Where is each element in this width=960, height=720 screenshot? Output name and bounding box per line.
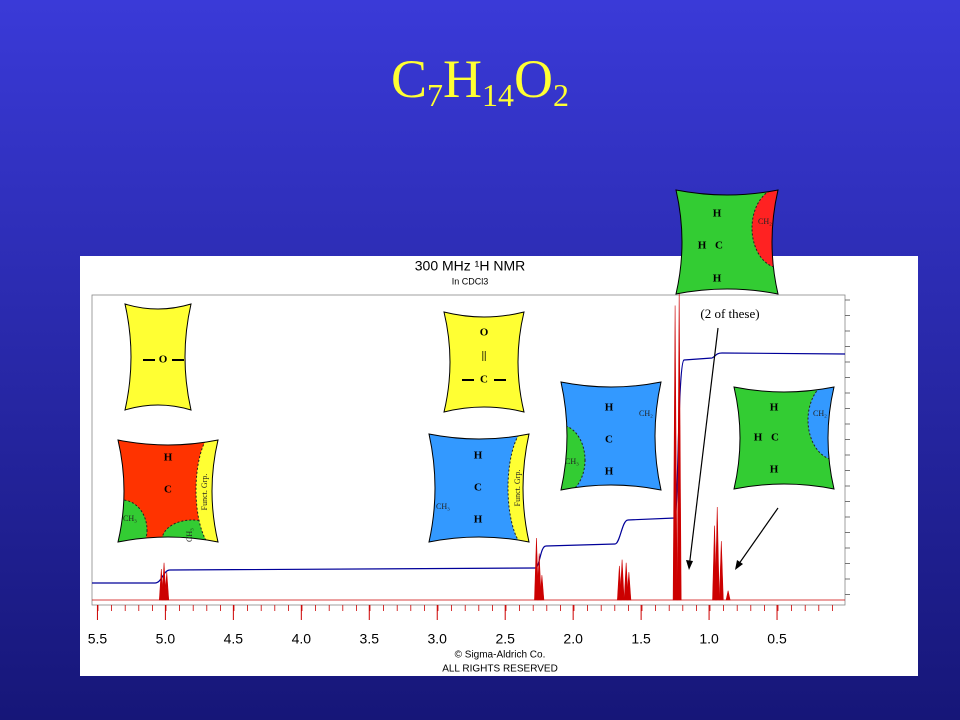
fragment-group	[561, 424, 586, 490]
fragment-3: H C H CH₃ Funct. Grp.	[436, 450, 522, 526]
arrow-head	[735, 560, 743, 570]
integral-curve	[92, 352, 846, 584]
x-tick-label: 3.5	[360, 631, 380, 647]
peak	[719, 541, 724, 601]
solvent: In CDCl3	[452, 276, 489, 286]
peak	[626, 572, 632, 601]
x-tick-label: 5.5	[88, 631, 108, 647]
arrow	[735, 507, 779, 569]
x-tick-label: 1.5	[631, 631, 651, 647]
fragment-4: H C H CH₂ CH₃	[565, 402, 653, 478]
fragment-2: H C CH₃ Funct. Grp. CH₃	[123, 452, 209, 542]
atom: O	[480, 327, 489, 339]
x-tick-label: 4.5	[224, 631, 244, 647]
fragment-shape	[117, 439, 219, 543]
atom: H	[698, 240, 707, 252]
fragment-outline	[117, 439, 219, 543]
group: CH₂	[639, 409, 653, 418]
atom: H	[474, 514, 483, 526]
atom: H	[754, 432, 763, 444]
group: Funct. Grp.	[513, 470, 522, 507]
arrow-head	[686, 560, 693, 570]
fragment-outline	[733, 386, 835, 490]
fragment-outline	[560, 381, 662, 491]
fragment-body	[561, 382, 661, 490]
fragment-shape	[733, 386, 835, 490]
fragment-shape	[124, 303, 192, 411]
fragment-outline	[443, 311, 525, 413]
atom: C	[605, 434, 613, 446]
plot-frame	[91, 294, 846, 606]
group: CH₂	[758, 217, 772, 226]
peak	[536, 553, 542, 601]
atom: C	[480, 374, 488, 386]
x-tick-label: 2.0	[563, 631, 583, 647]
fragment-body	[429, 434, 529, 542]
fragment-group	[807, 387, 834, 461]
peak	[672, 305, 678, 601]
fragment-0: O	[143, 354, 184, 366]
peak	[619, 559, 625, 601]
peak	[164, 572, 170, 601]
atom: H	[770, 464, 779, 476]
atom: C	[164, 484, 172, 496]
atom: H	[713, 208, 722, 220]
slide-title: C7H14O2	[391, 49, 569, 113]
rights: ALL RIGHTS RESERVED	[442, 664, 558, 675]
atom: C	[474, 482, 482, 494]
peak	[725, 590, 731, 601]
fragment-shape	[675, 189, 779, 295]
spectrum-title: 300 MHz ¹H NMR	[415, 258, 525, 274]
x-tick-label: 4.0	[292, 631, 312, 647]
peak	[534, 537, 539, 601]
x-tick-label: 3.0	[428, 631, 448, 647]
x-tick-label: 5.0	[156, 631, 176, 647]
fragment-group	[195, 440, 218, 542]
fragment-outline	[124, 303, 192, 411]
peak	[676, 289, 682, 601]
fragment-body	[444, 312, 524, 412]
atom: H	[770, 402, 779, 414]
group: CH₂	[813, 409, 827, 418]
x-tick-label: 2.5	[495, 631, 515, 647]
atom: C	[771, 432, 779, 444]
group: CH₃	[436, 502, 450, 511]
fragment-group	[507, 434, 529, 542]
fragment-outline	[428, 433, 530, 543]
bond: ||	[482, 350, 487, 362]
peak	[714, 506, 720, 601]
fragment-body	[676, 190, 778, 294]
fragment-outline	[675, 189, 779, 295]
fragment-1: O || C	[462, 327, 506, 386]
atom: H	[605, 402, 614, 414]
copyright: © Sigma-Aldrich Co.	[455, 650, 546, 661]
x-tick-label: 0.5	[767, 631, 787, 647]
group: CH₃	[123, 514, 137, 523]
fragment-group	[751, 190, 778, 269]
group: Funct. Grp.	[200, 474, 209, 511]
arrow	[688, 327, 719, 569]
atom: C	[715, 240, 723, 252]
fragment-body	[125, 304, 191, 410]
fragment-6: H H C H CH₂	[754, 402, 827, 476]
peak	[161, 562, 167, 601]
atom: H	[713, 273, 722, 285]
group: CH₃	[185, 528, 194, 542]
atom: O	[159, 354, 168, 366]
peak	[623, 562, 629, 601]
fragment-5: H H C H CH₂	[698, 208, 772, 285]
annotation: (2 of these)	[700, 306, 759, 321]
atom: H	[474, 450, 483, 462]
group: CH₃	[565, 457, 579, 466]
atom: H	[605, 466, 614, 478]
fragment-shape	[443, 311, 525, 413]
fragment-shape	[428, 433, 530, 543]
atom: H	[164, 452, 173, 464]
peak	[539, 575, 545, 601]
fragment-shape	[560, 381, 662, 491]
x-tick-label: 1.0	[699, 631, 719, 647]
